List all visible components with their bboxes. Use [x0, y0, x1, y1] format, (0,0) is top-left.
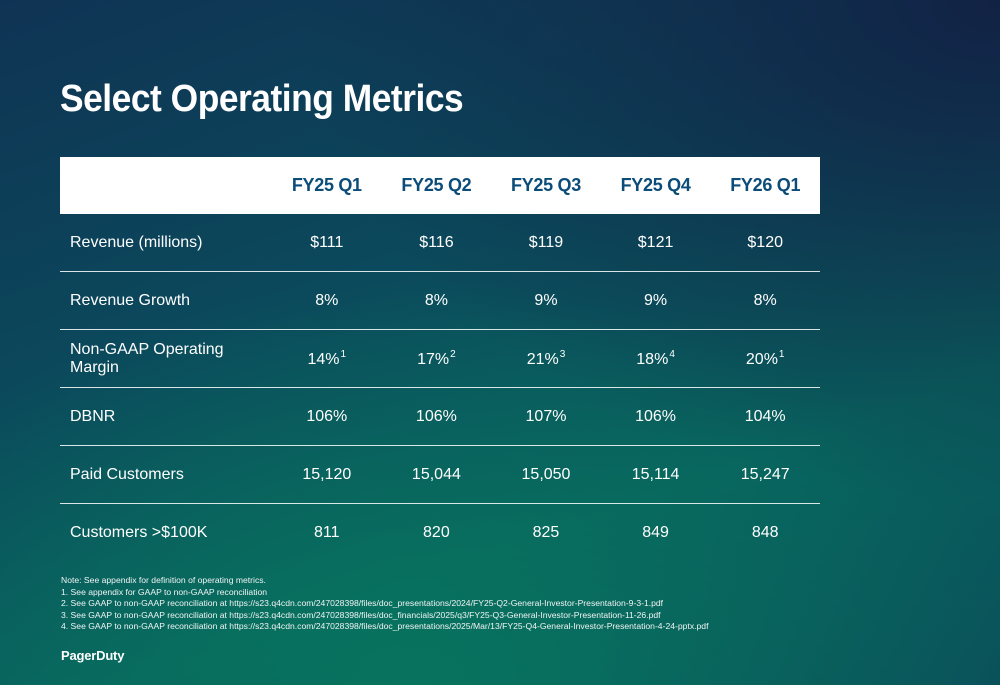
metric-value: $116 [419, 233, 454, 251]
metric-value: $119 [528, 233, 564, 251]
column-header: FY25 Q4 [620, 175, 691, 195]
metric-value: 9% [644, 291, 668, 309]
metric-cell: 17%2 [382, 330, 492, 388]
metric-cell: 8% [272, 272, 382, 330]
table-body: Revenue (millions) $111 $116 $119 $121 $120 Re… [60, 214, 820, 561]
metric-value: 15,120 [302, 465, 352, 483]
metric-cell: 15,120 [272, 446, 382, 504]
page-title: Select Operating Metrics [60, 78, 464, 120]
metric-value: $111 [310, 233, 344, 251]
pagerduty-logo: PagerDuty [61, 648, 125, 663]
metric-value: $121 [637, 233, 674, 251]
metric-value: 15,247 [740, 465, 790, 483]
metric-value: 8% [753, 291, 777, 309]
metric-cell: 104% [710, 388, 820, 446]
metric-cell: 8% [382, 272, 492, 330]
metric-cell: 15,247 [710, 446, 820, 504]
metric-value: 14% [307, 350, 340, 368]
metric-value: 8% [315, 291, 339, 309]
table-row: Revenue (millions) $111 $116 $119 $121 $120 [60, 214, 820, 272]
footnote-marker: 2 [450, 348, 456, 360]
metric-cell: 8% [710, 272, 820, 330]
metric-cell: 18%4 [601, 330, 711, 388]
metric-cell: $119 [491, 214, 601, 272]
header-row: FY25 Q1 FY25 Q2 FY25 Q3 FY25 Q4 FY26 Q1 [60, 157, 820, 214]
row-label: Paid Customers [70, 465, 184, 483]
row-label: Revenue Growth [70, 291, 191, 309]
metric-value: 106% [415, 407, 457, 425]
metric-cell: 848 [710, 504, 820, 562]
metric-cell: 849 [601, 504, 711, 562]
metric-value: 15,050 [521, 465, 571, 483]
metric-cell: 9% [601, 272, 711, 330]
metric-cell: 107% [491, 388, 601, 446]
metric-cell: $111 [272, 214, 382, 272]
metric-value: 820 [423, 523, 450, 541]
metric-value: 18% [636, 350, 669, 368]
column-header: FY25 Q2 [401, 175, 472, 195]
metric-cell: 15,050 [491, 446, 601, 504]
metric-cell: 14%1 [272, 330, 382, 388]
table-row: DBNR 106% 106% 107% 106% 104% [60, 388, 820, 446]
metric-cell: 15,114 [601, 446, 711, 504]
metric-value: 104% [744, 407, 786, 425]
table-row: Paid Customers 15,120 15,044 15,050 15,114 15… [60, 446, 820, 504]
footnote-line: 4. See GAAP to non-GAAP reconciliation a… [61, 621, 709, 632]
note-line: Note: See appendix for definition of ope… [61, 575, 266, 585]
metric-value: 15,114 [631, 465, 680, 483]
column-header: FY25 Q3 [511, 175, 581, 195]
table-row: Customers >$100K 811 820 825 849 848 [60, 504, 820, 562]
metric-value: 8% [424, 291, 448, 309]
footnote-marker: 4 [669, 348, 675, 360]
column-header: FY25 Q1 [291, 175, 362, 195]
metric-value: 848 [751, 523, 779, 541]
metric-value: $120 [747, 233, 783, 251]
metric-cell: 9% [491, 272, 601, 330]
metric-value: 106% [306, 407, 348, 425]
footnote-line: 3. See GAAP to non-GAAP reconciliation a… [61, 609, 661, 620]
metric-cell: 21%3 [491, 330, 601, 388]
metric-cell: 820 [382, 504, 492, 562]
metric-value: 17% [417, 350, 450, 368]
footnote-marker: 3 [559, 348, 566, 360]
metric-value: 21% [526, 350, 559, 368]
footnote-line: 2. See GAAP to non-GAAP reconciliation a… [61, 598, 664, 609]
metric-value: 825 [532, 523, 560, 541]
row-label: Customers >$100K [70, 523, 208, 541]
header-cell-blank [60, 157, 272, 214]
footnote-marker: 1 [778, 348, 785, 360]
row-label: DBNR [70, 407, 116, 425]
metric-value: 811 [314, 523, 340, 541]
metric-cell: 106% [601, 388, 711, 446]
metric-value: 106% [635, 407, 677, 425]
metric-cell: 825 [491, 504, 601, 562]
row-label: Non-GAAP Operating Margin [70, 340, 224, 376]
metric-cell: 811 [272, 504, 382, 562]
footnote-marker: 1 [340, 348, 347, 360]
table-row: Non-GAAP Operating Margin 14%1 17%2 21%3 18%… [60, 330, 820, 388]
metric-value: 107% [525, 407, 567, 425]
metric-cell: $116 [382, 214, 492, 272]
metric-value: 15,044 [411, 465, 461, 483]
metric-cell: 20%1 [710, 330, 820, 388]
metric-cell: $121 [601, 214, 711, 272]
metrics-table: FY25 Q1 FY25 Q2 FY25 Q3 FY25 Q4 FY26 Q1 Reve… [60, 157, 820, 561]
table-row: Revenue Growth 8% 8% 9% 9% 8% [60, 272, 820, 330]
metric-cell: 15,044 [382, 446, 492, 504]
row-label: Revenue (millions) [70, 233, 203, 251]
footnotes: Note: See appendix for definition of ope… [61, 575, 708, 633]
footnote-line: 1. See appendix for GAAP to non-GAAP rec… [61, 586, 268, 597]
metric-cell: 106% [382, 388, 492, 446]
table-header: FY25 Q1 FY25 Q2 FY25 Q3 FY25 Q4 FY26 Q1 [60, 157, 820, 214]
metric-value: 849 [642, 523, 669, 541]
metric-value: 9% [534, 291, 558, 309]
metric-value: 20% [745, 350, 778, 368]
metric-cell: 106% [272, 388, 382, 446]
metric-cell: $120 [710, 214, 820, 272]
column-header: FY26 Q1 [730, 175, 801, 195]
